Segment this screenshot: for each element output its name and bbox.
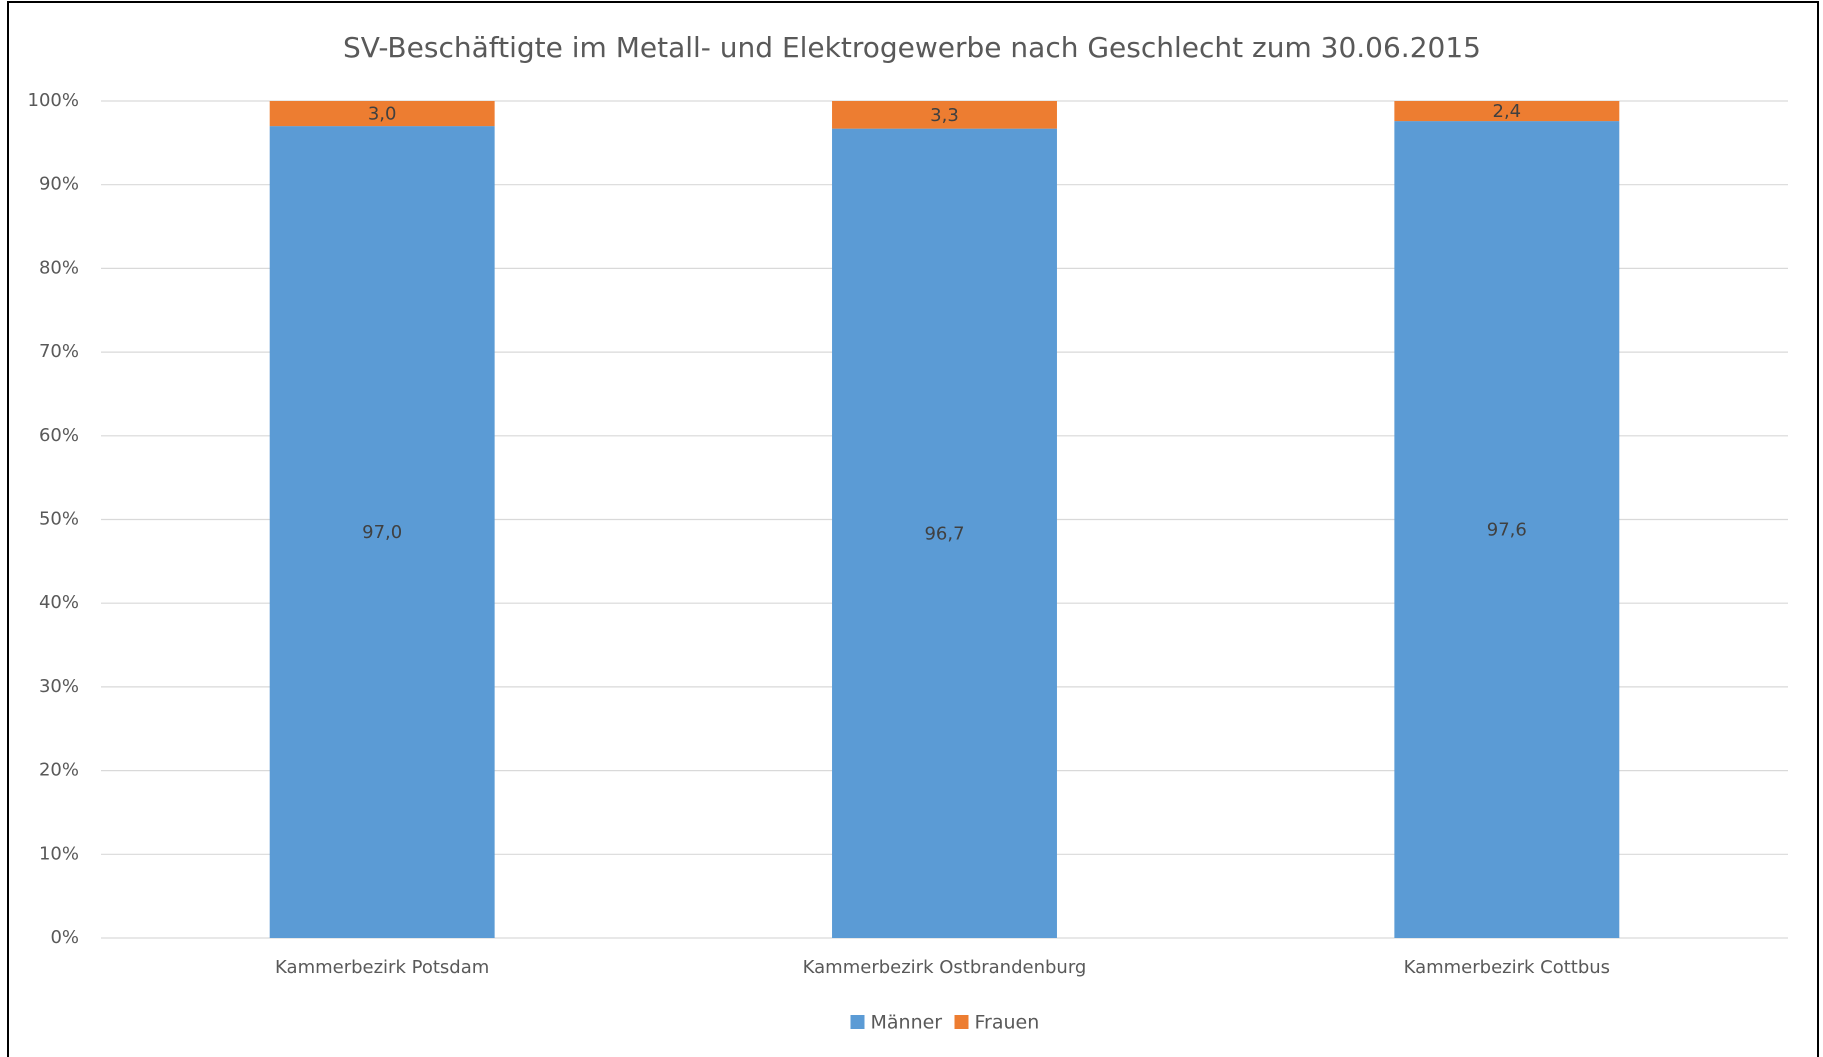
data-label: 97,6 [1487,520,1527,541]
data-label: 3,3 [930,105,959,126]
x-tick-label: Kammerbezirk Ostbrandenburg [803,957,1087,978]
chart-title: SV-Beschäftigte im Metall- und Elektroge… [343,31,1481,64]
bar-segment [1394,121,1620,938]
y-tick-label: 80% [39,257,79,278]
y-tick-label: 90% [39,174,79,195]
y-tick-label: 100% [28,90,79,111]
legend-label: Frauen [975,1012,1040,1034]
y-tick-label: 60% [39,425,79,446]
x-tick-label: Kammerbezirk Potsdam [275,957,489,978]
y-tick-label: 10% [39,843,79,864]
data-label: 96,7 [924,523,964,544]
data-label: 2,4 [1493,101,1522,122]
y-tick-label: 0% [50,927,79,948]
y-tick-label: 30% [39,676,79,697]
bar-segment [269,101,495,127]
bar-segment [1394,101,1620,122]
y-tick-label: 40% [39,592,79,613]
x-tick-label: Kammerbezirk Cottbus [1404,957,1610,978]
bar-segment [832,128,1057,939]
legend-swatch [954,1015,969,1029]
y-tick-label: 20% [39,760,79,781]
y-tick-label: 50% [39,509,79,530]
legend-label: Männer [871,1012,943,1034]
bar-segment [832,101,1057,129]
y-tick-label: 70% [39,341,79,362]
legend-swatch [850,1015,865,1029]
data-label: 3,0 [368,104,397,125]
bar-segment [269,126,495,939]
data-label: 97,0 [362,522,402,543]
